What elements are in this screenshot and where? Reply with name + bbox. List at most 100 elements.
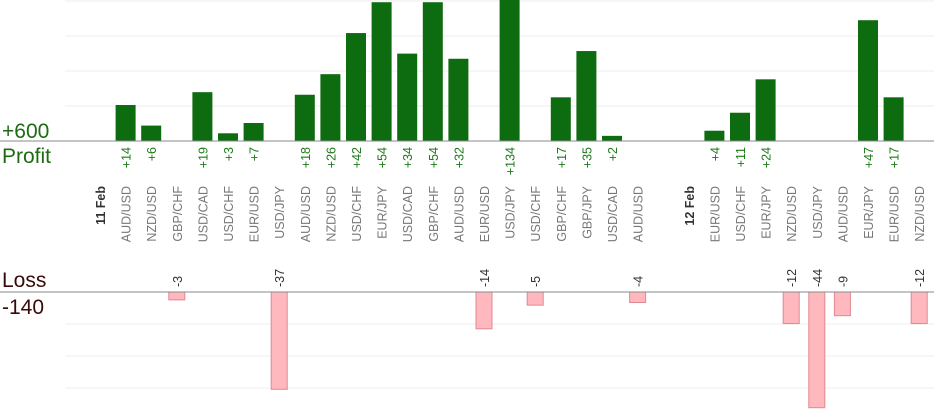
loss-bar [910, 291, 928, 325]
profit-bar [320, 74, 341, 141]
category-label: GBP/CHF [171, 186, 185, 242]
profit-value-label: +26 [324, 147, 338, 168]
category-label: USD/CHF [529, 186, 543, 242]
loss-value-label: -3 [171, 276, 185, 287]
profit-bar [858, 20, 878, 141]
profit-bar [602, 135, 622, 141]
profit-value-label: +47 [862, 147, 876, 168]
category-label: GBP/CHF [427, 186, 441, 242]
profit-value-label: +19 [196, 147, 210, 168]
value-labels-layer: +14 +6 -3 +19 +3 +7 -37 +18 +26 +42 +54 +34 +54 +32 -1… [120, 147, 928, 287]
category-label: EUR/JPY [862, 185, 876, 238]
loss-bar [782, 291, 800, 325]
profit-value-label: +35 [580, 147, 594, 168]
loss-value-label: -12 [913, 269, 927, 287]
gridlines [65, 0, 934, 389]
profit-bar [704, 130, 725, 141]
loss-value-label: -4 [632, 276, 646, 287]
category-label: AUD/USD [299, 186, 313, 242]
profit-value-label: +134 [504, 147, 518, 175]
category-label: AUD/USD [836, 186, 850, 242]
category-label: NZD/USD [785, 186, 799, 242]
loss-value-label: -14 [478, 269, 492, 287]
category-label: NZD/USD [145, 186, 159, 242]
category-label: EUR/USD [248, 186, 262, 242]
category-label: GBP/CHF [555, 186, 569, 242]
category-label: AUD/USD [120, 186, 134, 242]
profit-value-label: +54 [376, 147, 390, 168]
profit-value-label: +24 [760, 147, 774, 168]
category-label: EUR/USD [478, 186, 492, 242]
profit-bar [192, 92, 213, 141]
profit-value-label: +18 [299, 147, 313, 168]
profit-bar [422, 2, 443, 141]
profit-bar [294, 94, 315, 141]
loss-bar [475, 291, 493, 330]
category-label: USD/CAD [401, 186, 415, 242]
profit-bar [550, 97, 571, 141]
loss-bar [270, 291, 288, 390]
loss-axis-label: Loss [2, 269, 47, 292]
profit-axis-label: Profit [2, 145, 52, 168]
category-label: USD/JPY [811, 185, 825, 238]
profit-value-label: +17 [555, 147, 569, 168]
loss-bar [168, 291, 186, 301]
category-labels-layer: 11 Feb AUD/USD NZD/USD GBP/CHF USD/CAD USD/CH… [94, 185, 927, 242]
loss-bar [629, 291, 647, 304]
category-label: USD/CHF [734, 186, 748, 242]
loss-scale-value: -140 [2, 296, 45, 319]
profit-bar [499, 0, 520, 141]
profit-bar [243, 123, 264, 141]
profit-value-label: +4 [708, 147, 722, 161]
profit-bar [397, 53, 418, 142]
category-label: USD/CAD [196, 186, 210, 242]
category-label: EUR/USD [708, 186, 722, 242]
category-label: EUR/USD [888, 186, 902, 242]
loss-value-label: -12 [785, 269, 799, 287]
profit-value-label: +2 [606, 147, 620, 161]
profit-bar [755, 79, 776, 141]
loss-bar [808, 291, 826, 409]
category-label: EUR/JPY [376, 185, 390, 238]
profit-bar [883, 97, 904, 141]
date-label: 11 Feb [94, 186, 108, 225]
loss-bar [526, 291, 544, 306]
category-label: USD/CHF [350, 186, 364, 242]
profit-value-label: +6 [145, 147, 159, 161]
category-label: NZD/USD [913, 186, 927, 242]
profit-value-label: +32 [452, 147, 466, 168]
profit-value-label: +3 [222, 147, 236, 161]
category-label: EUR/JPY [760, 185, 774, 238]
loss-bar [833, 291, 851, 317]
category-label: NZD/USD [324, 186, 338, 242]
bars-layer [115, 0, 928, 409]
category-label: AUD/USD [452, 186, 466, 242]
profit-value-label: +17 [888, 147, 902, 168]
loss-value-label: -5 [529, 276, 543, 287]
loss-value-label: -44 [811, 269, 825, 287]
profit-value-label: +34 [401, 147, 415, 168]
category-label: AUD/USD [632, 186, 646, 242]
profit-bar [218, 133, 238, 141]
profit-value-label: +14 [120, 147, 134, 168]
loss-value-label: -37 [273, 269, 287, 287]
profit-bar [730, 112, 750, 141]
profit-value-label: +42 [350, 147, 364, 168]
profit-scale-value: +600 [2, 120, 50, 143]
profit-bar [448, 58, 469, 142]
loss-value-label: -9 [836, 276, 850, 287]
profit-bar [141, 125, 162, 141]
profit-value-label: +7 [248, 147, 262, 161]
profit-bar [115, 105, 136, 141]
category-label: USD/CAD [606, 186, 620, 242]
profit-bar [371, 2, 392, 141]
profit-bar [576, 51, 597, 141]
category-label: GBP/JPY [580, 185, 594, 238]
profit-value-label: +54 [427, 147, 441, 168]
category-label: USD/JPY [273, 185, 287, 238]
date-label: 12 Feb [683, 186, 697, 226]
category-label: USD/JPY [504, 185, 518, 238]
profit-bar [346, 33, 366, 142]
profit-value-label: +11 [734, 147, 748, 167]
